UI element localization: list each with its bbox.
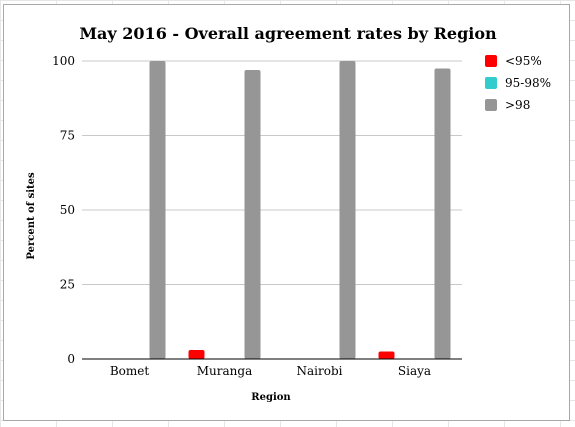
- x-tick-label: Nairobi: [297, 364, 343, 378]
- legend-swatch: [485, 77, 497, 89]
- bar: [244, 69, 261, 359]
- y-tick-label: 0: [67, 352, 75, 366]
- legend: <95% 95-98% >98: [485, 54, 551, 112]
- bar: [378, 351, 395, 359]
- y-axis-ticks: 0 25 50 75 100: [52, 54, 75, 366]
- x-axis-label: Region: [251, 392, 291, 403]
- y-tick-label: 100: [52, 54, 75, 68]
- y-axis-label: Percent of sites: [26, 172, 37, 260]
- x-axis-ticks: Bomet Muranga Nairobi Siaya: [110, 364, 431, 378]
- y-tick-label: 75: [60, 129, 75, 143]
- x-tick-label: Siaya: [398, 364, 431, 378]
- x-tick-label: Muranga: [197, 364, 252, 378]
- legend-label: >98: [505, 98, 530, 112]
- legend-swatch: [485, 99, 497, 111]
- chart-frame[interactable]: [3, 4, 570, 421]
- legend-label: 95-98%: [505, 76, 551, 90]
- bar: [188, 350, 205, 359]
- y-tick-label: 50: [60, 203, 75, 217]
- legend-label: <95%: [505, 54, 542, 68]
- bar: [434, 68, 451, 359]
- legend-swatch: [485, 55, 497, 67]
- y-tick-label: 25: [60, 278, 75, 292]
- bar: [339, 61, 356, 359]
- x-tick-label: Bomet: [110, 364, 150, 378]
- bar: [149, 61, 166, 359]
- chart-title: May 2016 - Overall agreement rates by Re…: [79, 24, 497, 43]
- grid-lines: [82, 60, 462, 285]
- bars: [149, 61, 451, 359]
